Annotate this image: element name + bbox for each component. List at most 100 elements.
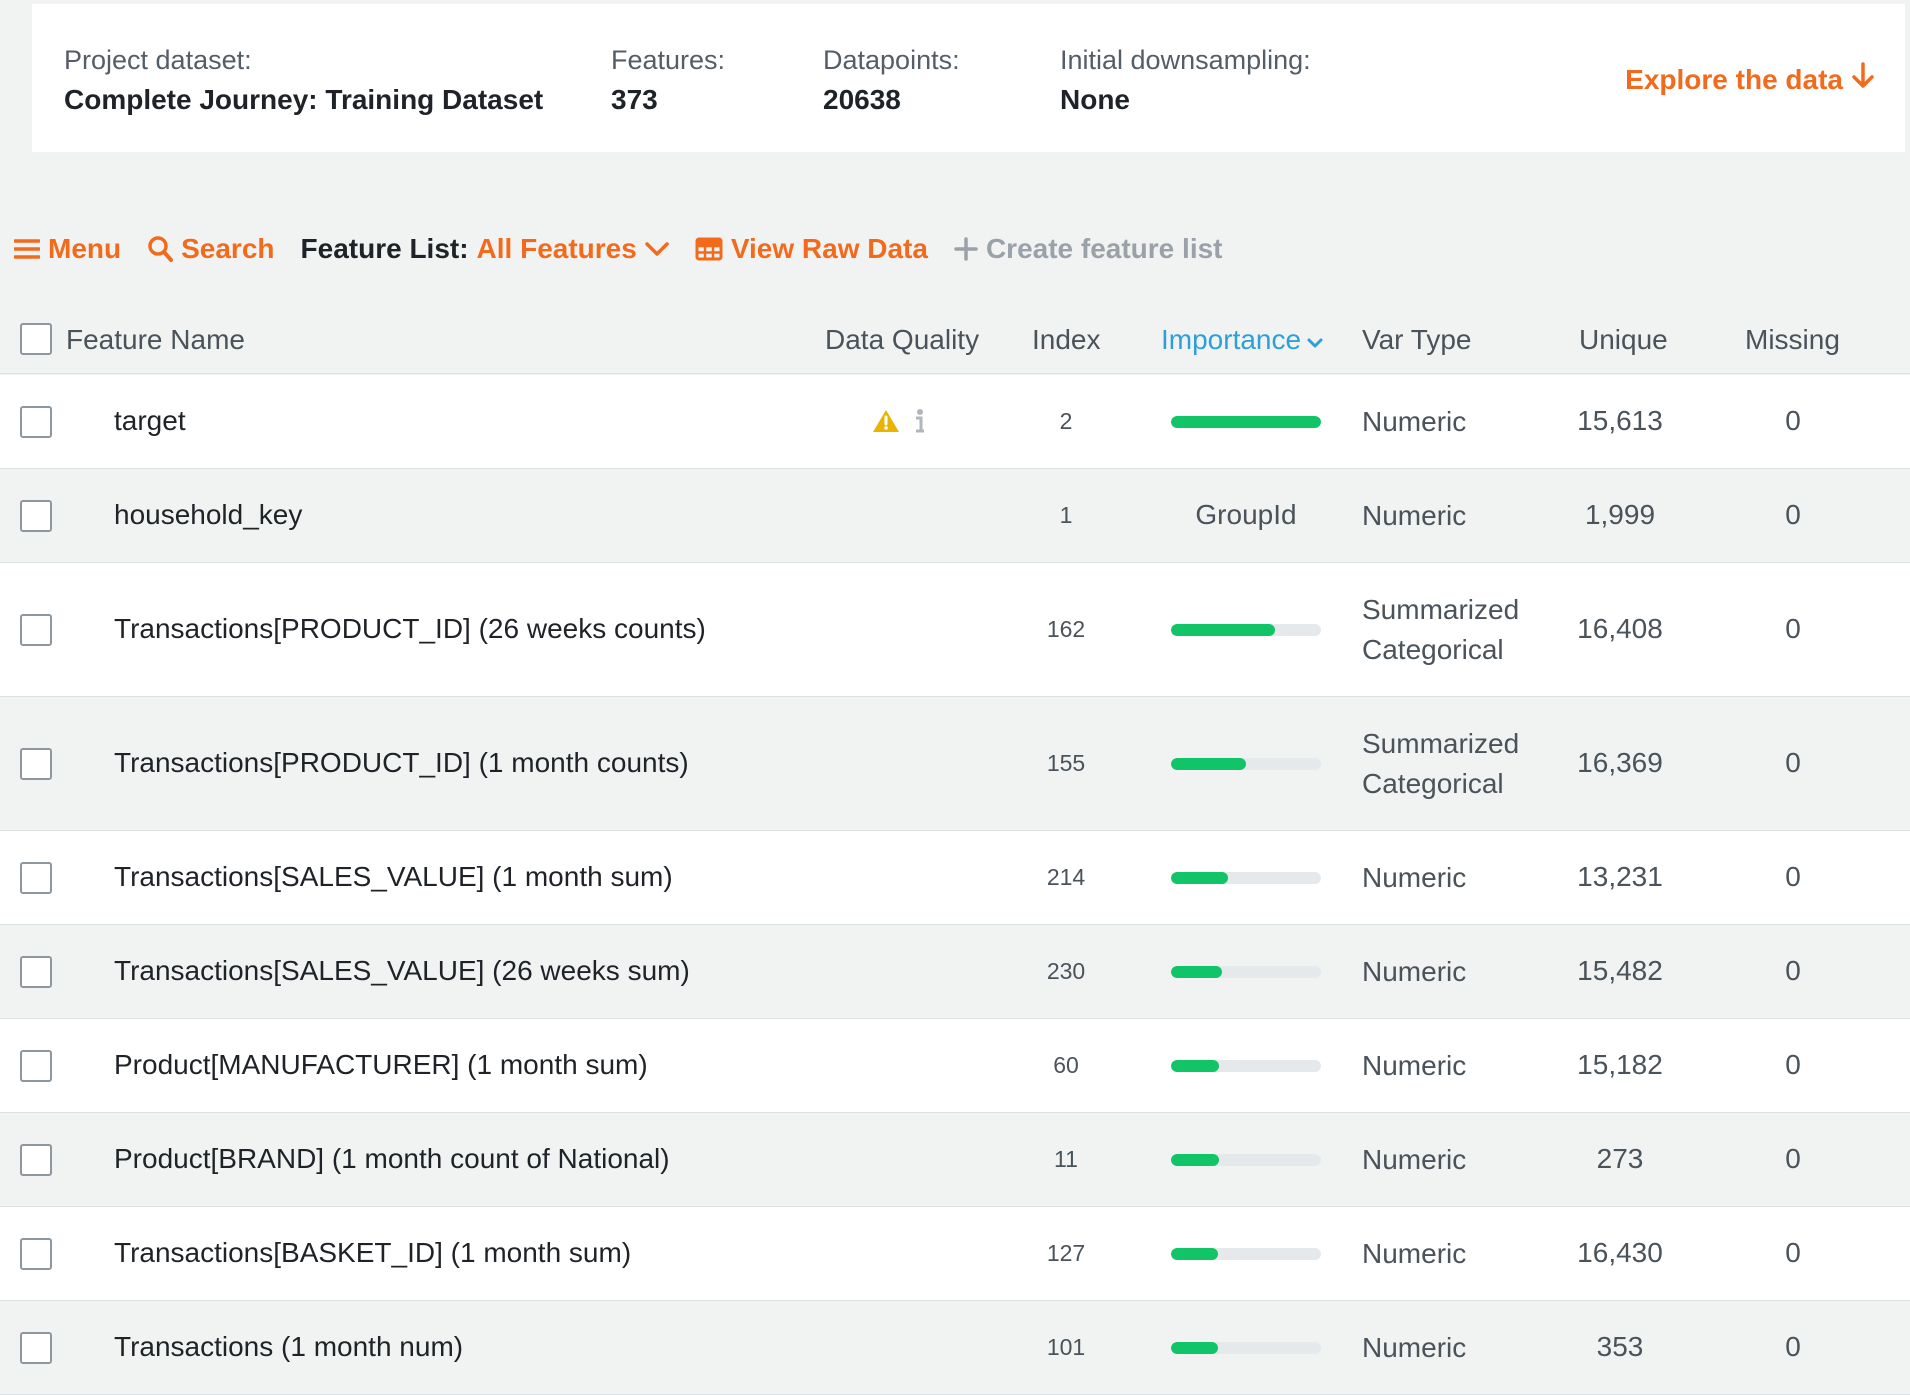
feature-name[interactable]: Transactions[SALES_VALUE] (1 month sum) [114,861,673,892]
row-checkbox[interactable] [20,1238,52,1270]
downsampling-label: Initial downsampling: [1060,45,1311,75]
importance-bar [1171,416,1321,428]
info-icon[interactable] [914,408,926,439]
create-feature-list-button[interactable]: Create feature list [954,233,1223,265]
var-type: Numeric [1362,1238,1467,1269]
feature-name[interactable]: Transactions[BASKET_ID] (1 month sum) [114,1237,632,1268]
unique-count: 13,231 [1577,861,1663,892]
importance-bar-fill [1171,966,1222,978]
feature-name[interactable]: Product[MANUFACTURER] (1 month sum) [114,1049,648,1080]
row-checkbox[interactable] [20,1332,52,1364]
header-index[interactable]: Index [1032,324,1101,355]
select-all-checkbox[interactable] [20,323,52,355]
feature-name[interactable]: household_key [114,499,303,530]
search-button[interactable]: Search [147,233,275,265]
unique-count: 353 [1596,1331,1644,1362]
var-type-line-2: Categorical [1362,634,1504,665]
datapoints-value: 20638 [823,84,901,115]
feature-name[interactable]: target [114,405,186,436]
header-importance[interactable]: Importance [1161,322,1323,358]
project-dataset-label: Project dataset: [64,45,252,75]
datapoints-block: Datapoints: 20638 [823,42,960,122]
importance-bar-fill [1171,872,1228,884]
table-row[interactable]: Product[MANUFACTURER] (1 month sum) 60 Num… [0,1019,1910,1113]
view-raw-data-button[interactable]: View Raw Data [695,233,928,265]
explore-data-link[interactable]: Explore the data [1625,62,1875,97]
table-row[interactable]: household_key 1 GroupId Numeric 1,999 0 [0,469,1910,563]
features-label: Features: [611,45,726,75]
view-raw-data-label: View Raw Data [730,233,928,264]
var-type-line-1: Summarized [1362,594,1520,625]
unique-count: 15,482 [1577,955,1663,986]
table-row[interactable]: Transactions[PRODUCT_ID] (26 weeks count… [0,563,1910,697]
missing-count: 0 [1785,405,1801,436]
header-unique[interactable]: Unique [1579,324,1668,355]
feature-index: 162 [1046,616,1086,642]
table-row[interactable]: Product[BRAND] (1 month count of Nationa… [0,1113,1910,1207]
header-var-type[interactable]: Var Type [1362,324,1472,355]
data-quality-indicators [872,408,926,439]
importance-bar [1171,1154,1321,1166]
var-type: Summarized Categorical [1362,724,1519,804]
importance-bar-fill [1171,1060,1219,1072]
var-type: Numeric [1362,500,1467,531]
feature-name[interactable]: Transactions[PRODUCT_ID] (1 month counts… [114,747,689,778]
table-row[interactable]: Transactions[SALES_VALUE] (26 weeks sum)… [0,925,1910,1019]
feature-name[interactable]: Transactions (1 month num) [114,1331,464,1362]
feature-name[interactable]: Product[BRAND] (1 month count of Nationa… [114,1143,670,1174]
feature-list-dropdown[interactable]: Feature List: All Features [301,233,669,265]
missing-count: 0 [1785,861,1801,892]
importance-bar [1171,624,1321,636]
feature-index: 60 [1053,1052,1079,1078]
table-row[interactable]: Transactions (1 month num) 101 Numeric 353 0 [0,1301,1910,1395]
feature-index: 230 [1046,958,1086,984]
chevron-down-icon [645,241,669,257]
feature-toolbar: Menu Search Feature List: All Features V… [14,226,1249,272]
header-missing[interactable]: Missing [1745,324,1840,355]
search-icon [147,235,174,263]
importance-bar [1171,1248,1321,1260]
unique-count: 15,182 [1577,1049,1663,1080]
missing-count: 0 [1785,1237,1801,1268]
row-checkbox[interactable] [20,614,52,646]
downsampling-block: Initial downsampling: None [1060,42,1311,122]
row-checkbox[interactable] [20,1050,52,1082]
table-row[interactable]: target 2 Numeric 15,613 0 [0,375,1910,469]
var-type: Numeric [1362,1332,1467,1363]
feature-index: 11 [1054,1146,1078,1172]
importance-bar-fill [1171,1342,1218,1354]
unique-count: 16,430 [1577,1237,1663,1268]
header-data-quality[interactable]: Data Quality [825,324,980,355]
row-checkbox[interactable] [20,406,52,438]
menu-button[interactable]: Menu [14,233,121,265]
table-row[interactable]: Transactions[BASKET_ID] (1 month sum) 127… [0,1207,1910,1301]
missing-count: 0 [1785,1331,1801,1362]
row-checkbox[interactable] [20,748,52,780]
row-checkbox[interactable] [20,1144,52,1176]
row-checkbox[interactable] [20,862,52,894]
row-checkbox[interactable] [20,500,52,532]
feature-list-label: Feature List: [300,233,469,264]
sort-chevron-down-icon [1307,322,1323,358]
feature-index: 155 [1046,750,1086,776]
create-feature-list-label: Create feature list [985,233,1223,264]
features-value: 373 [611,84,658,115]
datapoints-label: Datapoints: [823,45,960,75]
table-row[interactable]: Transactions[SALES_VALUE] (1 month sum) 2… [0,831,1910,925]
feature-index: 2 [1059,408,1073,434]
warning-icon[interactable] [872,408,900,439]
project-dataset-block: Project dataset: Complete Journey: Train… [64,42,543,122]
importance-bar [1171,872,1321,884]
importance-bar-fill [1171,1248,1218,1260]
feature-name[interactable]: Transactions[PRODUCT_ID] (26 weeks count… [114,613,706,644]
row-checkbox[interactable] [20,956,52,988]
explore-data-label: Explore the data [1625,63,1843,95]
importance-bar-fill [1171,1154,1219,1166]
missing-count: 0 [1785,955,1801,986]
feature-name[interactable]: Transactions[SALES_VALUE] (26 weeks sum) [114,955,690,986]
table-header: Feature Name Data Quality Index Importan… [0,308,1910,374]
var-type: Numeric [1362,406,1467,437]
importance-bar-fill [1171,416,1321,428]
table-row[interactable]: Transactions[PRODUCT_ID] (1 month counts… [0,697,1910,831]
header-feature-name[interactable]: Feature Name [66,324,245,355]
